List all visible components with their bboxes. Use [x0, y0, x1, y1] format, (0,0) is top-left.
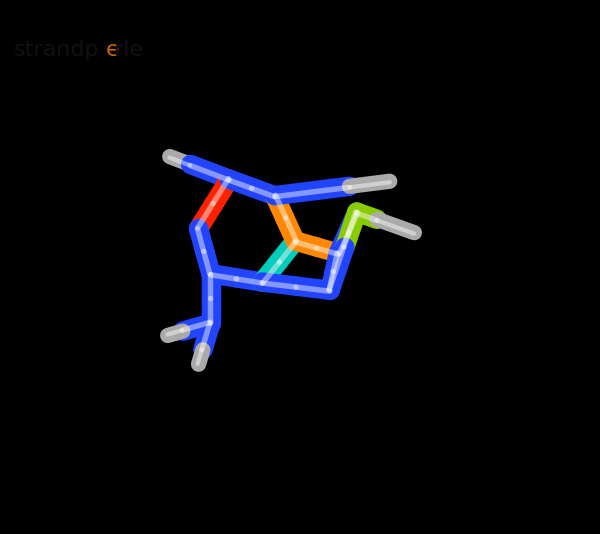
Text: strandp: strandp: [14, 41, 100, 60]
Text: rle: rle: [114, 41, 143, 60]
Text: e: e: [106, 41, 119, 60]
